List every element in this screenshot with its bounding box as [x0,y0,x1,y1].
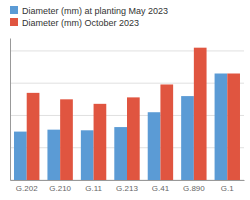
bar [114,127,127,180]
y-axis-line [10,39,11,181]
x-tick: G.213 [116,180,138,193]
bars [14,48,240,180]
legend-swatch [10,18,18,26]
bar [60,99,73,180]
legend-label: Diameter (mm) at planting May 2023 [22,6,168,16]
legend-swatch [10,6,18,14]
bar [127,97,140,180]
x-tick-label: G.213 [116,184,138,193]
y-axis [10,39,11,181]
bar [94,104,107,180]
x-tick-label: G.890 [183,184,205,193]
grid-line [10,50,244,51]
bar [181,96,194,180]
legend-label: Diameter (mm) October 2023 [22,18,139,28]
x-tick: G.210 [49,180,71,193]
bar [47,130,60,180]
x-tick: G.11 [85,180,102,193]
x-tick-label: G.11 [85,184,102,193]
grid [10,51,244,180]
legend: Diameter (mm) at planting May 2023 Diamet… [10,6,168,28]
legend-item: Diameter (mm) October 2023 [10,18,139,28]
x-axis-line [11,180,245,181]
x-tick: G.41 [152,180,170,193]
legend-item: Diameter (mm) at planting May 2023 [10,6,168,16]
bar [160,84,173,180]
x-tick-label: G.1 [221,184,234,193]
bar [194,48,207,180]
bar [148,112,161,180]
bar [227,74,240,181]
bar [14,132,27,180]
grid-line [10,83,244,84]
x-axis: G.202 G.210 G.11 G.213 G.41 G.890 G.1 [11,180,245,193]
x-tick-label: G.202 [16,184,38,193]
bar [81,130,94,180]
x-tick: G.1 [221,180,234,193]
x-tick-label: G.210 [49,184,71,193]
bar [27,93,40,180]
series [27,48,240,180]
x-tick: G.890 [183,180,205,193]
chart: Diameter (mm) at planting May 2023 Diamet… [0,0,250,200]
x-tick: G.202 [16,180,38,193]
bar [215,74,228,181]
plot: G.202 G.210 G.11 G.213 G.41 G.890 G.1 [10,39,245,193]
x-tick-label: G.41 [152,184,170,193]
